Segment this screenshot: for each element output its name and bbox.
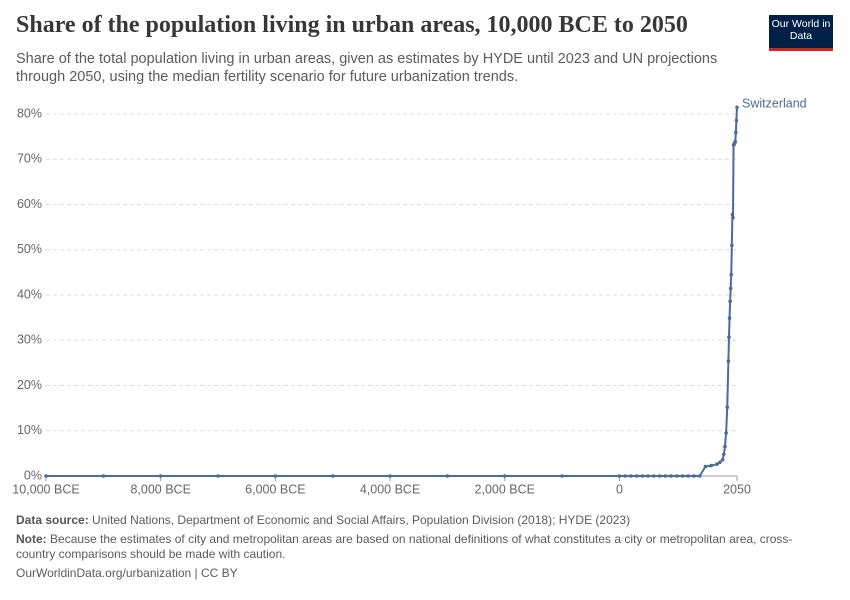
note-label: Note: (16, 532, 47, 546)
data-point (730, 243, 734, 248)
data-point (717, 460, 722, 465)
chart: 0% 10% 20% 30% 40% 50% 60% 70% 80% 10,000 BCE 8,00… (12, 97, 807, 497)
x-tick-label: 0 (616, 482, 623, 496)
chart-subtitle: Share of the total population living in … (16, 51, 718, 85)
data-point (722, 452, 726, 457)
data-point (692, 474, 696, 478)
data-point (158, 474, 163, 478)
data-point (617, 474, 622, 478)
y-tick-label: 30% (17, 333, 42, 347)
data-point (560, 474, 564, 478)
note: Note: Because the estimates of city and … (16, 532, 816, 562)
x-tick-label: 10,000 BCE (12, 482, 79, 496)
data-point (703, 464, 708, 469)
y-tick-label: 80% (17, 106, 42, 120)
data-point (725, 405, 730, 410)
data-point (657, 474, 662, 478)
data-point (720, 457, 725, 462)
data-point (733, 139, 738, 144)
y-tick-label: 10% (17, 423, 42, 437)
series-label: Switzerland (742, 97, 807, 111)
logo[interactable]: Our World in Data (769, 15, 833, 51)
data-point (727, 316, 732, 320)
data-point (715, 462, 719, 467)
data-point (640, 474, 645, 478)
data-point (730, 212, 735, 217)
x-tick-label: 4,000 BCE (360, 482, 420, 496)
data-point (728, 299, 732, 304)
data-point (273, 474, 278, 478)
data-point (652, 474, 656, 478)
source-label: Data source: (16, 513, 89, 527)
y-tick-label: 0% (24, 468, 42, 482)
data-point (623, 474, 627, 478)
footer: Data source: United Nations, Department … (16, 513, 816, 585)
data-point (731, 215, 735, 220)
series-line (46, 107, 738, 477)
x-tick-label: 2,000 BCE (475, 482, 535, 496)
data-point (697, 474, 702, 478)
source-text: United Nations, Department of Economic a… (92, 513, 631, 527)
data-point (734, 118, 739, 123)
x-tick-label: 8,000 BCE (130, 482, 190, 496)
data-point (388, 474, 392, 478)
data-point (44, 474, 48, 478)
data-point (735, 105, 739, 110)
note-text: Because the estimates of city and metrop… (16, 532, 793, 561)
url[interactable]: OurWorldinData.org/urbanization | CC BY (16, 566, 238, 580)
data-point (330, 474, 335, 478)
source: Data source: United Nations, Department … (16, 513, 816, 528)
y-tick-label: 40% (17, 287, 42, 301)
y-tick-label: 20% (17, 378, 42, 392)
data-point (727, 335, 731, 339)
y-tick-label: 70% (17, 152, 42, 166)
data-point (728, 286, 733, 291)
data-point (729, 272, 734, 277)
data-point (502, 474, 507, 478)
data-point (101, 474, 106, 478)
data-point (445, 474, 450, 478)
data-point (726, 359, 731, 363)
data-point (686, 474, 691, 478)
data-point (724, 431, 728, 435)
data-point (663, 474, 668, 478)
chart-title: Share of the population living in urban … (16, 12, 688, 38)
data-point (216, 474, 220, 478)
y-tick-label: 60% (17, 197, 42, 211)
data-point (629, 474, 633, 478)
data-point (674, 474, 679, 478)
y-tick-label: 50% (17, 242, 42, 256)
data-point (646, 474, 650, 478)
x-tick-label: 6,000 BCE (245, 482, 305, 496)
data-point (723, 444, 727, 449)
data-point (734, 130, 738, 135)
data-point (709, 463, 713, 468)
data-point (669, 474, 673, 478)
data-point (680, 474, 685, 478)
data-point (634, 474, 639, 478)
x-tick-label: 2050 (723, 482, 751, 496)
